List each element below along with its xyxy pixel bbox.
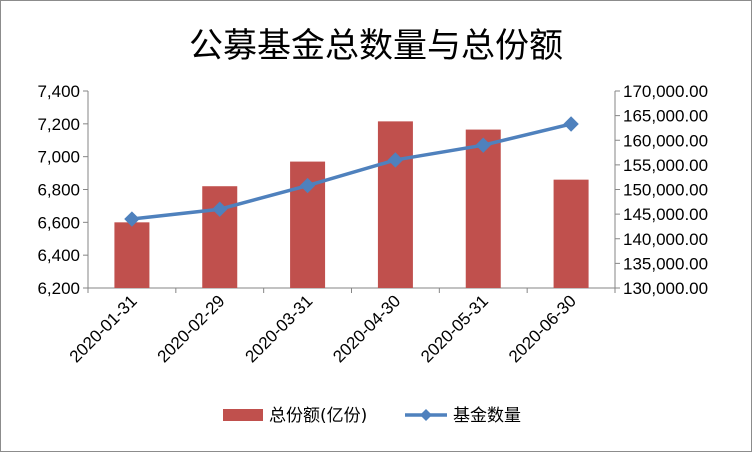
- bar: [114, 222, 150, 288]
- legend: 总份额(亿份) 基金数量: [223, 406, 521, 426]
- line-point: [124, 211, 140, 227]
- legend-line-label: 基金数量: [453, 406, 521, 426]
- left-tick-label: 6,600: [37, 213, 80, 232]
- left-tick-label: 7,000: [37, 148, 80, 167]
- line-series: [124, 116, 579, 227]
- x-tick-label: 2020-03-31: [241, 291, 316, 366]
- bar: [377, 121, 413, 288]
- line-point: [563, 116, 579, 132]
- left-y-axis: 6,200 6,400 6,600 6,800 7,000 7,200 7,400: [37, 82, 89, 298]
- right-tick-label: 155,000.00: [623, 156, 708, 175]
- left-tick-label: 6,400: [37, 246, 80, 265]
- bar: [553, 179, 589, 288]
- bar: [202, 186, 238, 288]
- bar: [465, 129, 501, 288]
- left-tick-label: 6,200: [37, 279, 80, 298]
- chart-title: 公募基金总数量与总份额: [189, 26, 563, 66]
- x-tick-label: 2020-05-31: [417, 291, 492, 366]
- x-tick-label: 2020-01-31: [66, 291, 141, 366]
- right-tick-label: 145,000.00: [623, 205, 708, 224]
- line-point: [387, 152, 404, 168]
- legend-line-marker: [420, 409, 432, 421]
- line-point: [475, 137, 491, 153]
- left-tick-label: 7,400: [37, 82, 80, 101]
- right-tick-label: 135,000.00: [623, 254, 708, 273]
- x-tick-label: 2020-04-30: [329, 291, 404, 366]
- right-tick-label: 160,000.00: [623, 131, 708, 150]
- x-axis: 2020-01-31 2020-02-29 2020-03-31 2020-04-30…: [66, 287, 616, 366]
- series-line: [131, 122, 572, 221]
- x-tick-label: 2020-02-29: [154, 291, 229, 366]
- right-tick-label: 170,000.00: [623, 82, 708, 101]
- right-tick-label: 130,000.00: [623, 279, 708, 298]
- bar-series: [114, 121, 589, 288]
- right-tick-label: 150,000.00: [623, 181, 708, 200]
- left-tick-label: 6,800: [37, 181, 80, 200]
- right-tick-label: 165,000.00: [623, 107, 708, 126]
- x-tick-label: 2020-06-30: [505, 291, 580, 366]
- left-tick-label: 7,200: [37, 115, 80, 134]
- line-point: [212, 201, 228, 217]
- legend-bar-label: 总份额(亿份): [269, 406, 367, 426]
- right-y-axis: 130,000.00 135,000.00 140,000.00 145,000.00…: [614, 82, 708, 298]
- legend-bar-swatch: [223, 409, 263, 421]
- line-point: [299, 177, 316, 194]
- right-tick-label: 140,000.00: [623, 230, 708, 249]
